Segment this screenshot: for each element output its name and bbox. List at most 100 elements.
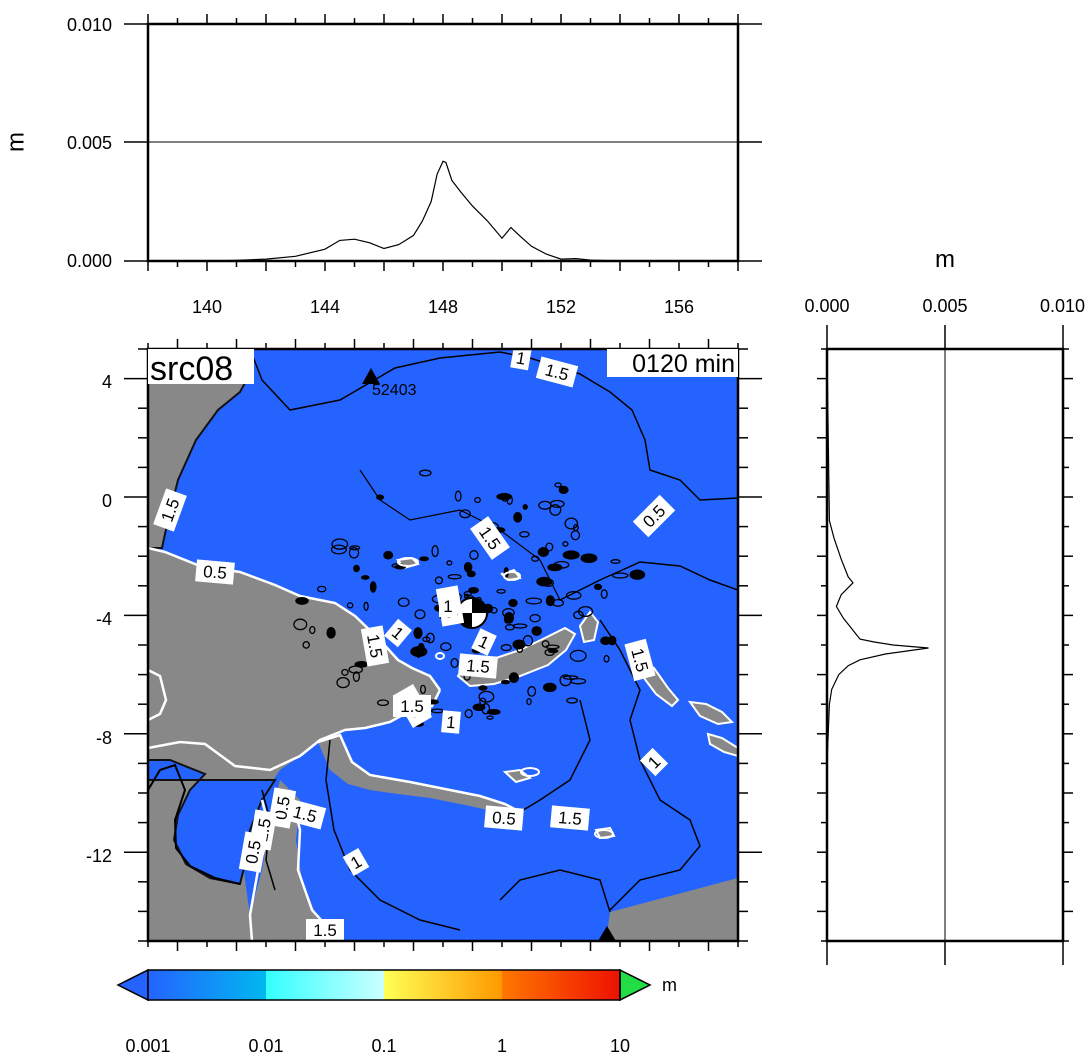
contour-speckle bbox=[549, 504, 562, 516]
contour-speckle bbox=[545, 595, 555, 607]
contour-white-oval bbox=[435, 652, 445, 660]
contour-speckle bbox=[603, 654, 610, 663]
island-bougainville bbox=[578, 610, 600, 644]
contour-speckle bbox=[341, 668, 349, 676]
contour-speckle bbox=[326, 626, 336, 639]
colorbar-frame bbox=[147, 969, 621, 1001]
contour-speckle bbox=[353, 564, 360, 573]
contour-label: 1.5 bbox=[550, 805, 590, 831]
contour-speckle bbox=[425, 632, 435, 644]
colorbar-segment bbox=[502, 970, 620, 1000]
svg-text:0.5: 0.5 bbox=[202, 562, 227, 583]
contour-speckle bbox=[542, 682, 557, 693]
colorbar: m 0.001 0.01 0.1 1 10 bbox=[116, 968, 677, 1056]
svg-text:1: 1 bbox=[443, 597, 452, 616]
contour-speckle bbox=[336, 676, 350, 689]
contour-black-coral bbox=[325, 739, 461, 931]
contour-speckle bbox=[293, 618, 308, 631]
contour-label: 1.5 bbox=[458, 653, 498, 679]
contour-speckle bbox=[349, 545, 361, 551]
top-ytick-label: 0.005 bbox=[67, 133, 112, 153]
contour-speckle bbox=[508, 598, 518, 608]
svg-text:1.5: 1.5 bbox=[363, 633, 386, 660]
top-xtick-label: 148 bbox=[428, 297, 458, 317]
island-solomons-south bbox=[687, 700, 735, 726]
top-xtick-label: 156 bbox=[664, 297, 694, 317]
contour-speckle bbox=[478, 685, 488, 691]
island-small-south bbox=[502, 768, 533, 784]
right-profile-xlabel: m bbox=[935, 246, 955, 273]
contour-speckle bbox=[360, 575, 370, 580]
contour-speckle bbox=[486, 709, 501, 715]
contour-label: 1 bbox=[384, 618, 412, 648]
contour-speckle bbox=[459, 509, 471, 519]
right-profile-panel: m 0.000 0.005 0.010 bbox=[804, 246, 1085, 965]
contour-speckle bbox=[348, 665, 364, 674]
contour-speckle bbox=[369, 581, 377, 593]
contour-speckle bbox=[376, 699, 390, 707]
right-xtick-label: 0.005 bbox=[922, 296, 967, 316]
title-box bbox=[148, 349, 254, 384]
contour-speckle bbox=[566, 697, 578, 704]
map-lat-label: 0 bbox=[102, 491, 112, 511]
contour-speckle bbox=[446, 560, 453, 566]
contour-speckle bbox=[397, 597, 410, 608]
contour-speckle bbox=[419, 684, 427, 695]
contour-black-south bbox=[499, 869, 611, 913]
contour-speckle bbox=[564, 517, 579, 530]
map-title: src08 bbox=[150, 350, 233, 388]
contour-speckle bbox=[464, 708, 473, 719]
contour-speckle bbox=[472, 703, 486, 712]
svg-text:1: 1 bbox=[515, 348, 528, 368]
contour-speckle bbox=[544, 648, 555, 657]
station-triangle bbox=[362, 368, 380, 384]
contour-speckle bbox=[558, 485, 569, 495]
colorbar-tick-label: 0.001 bbox=[125, 1036, 170, 1056]
contour-speckle bbox=[413, 627, 423, 639]
contour-speckle bbox=[554, 482, 562, 488]
contour-speckle bbox=[414, 609, 426, 620]
contour-speckle bbox=[352, 671, 361, 682]
contour-speckle bbox=[501, 608, 515, 618]
contour-speckle bbox=[422, 636, 431, 643]
svg-text:0.5: 0.5 bbox=[491, 808, 516, 829]
land-south-east bbox=[606, 878, 738, 941]
contour-speckle bbox=[562, 541, 569, 547]
contour-label: 1.5 bbox=[306, 919, 344, 941]
contour-speckle bbox=[469, 550, 479, 560]
right-profile-frame bbox=[825, 347, 1065, 943]
contour-speckle bbox=[525, 597, 543, 605]
contour-speckle bbox=[295, 596, 309, 605]
contour-speckle bbox=[383, 550, 394, 560]
colorbar-tick-label: 0.1 bbox=[371, 1036, 396, 1056]
contour-speckle bbox=[629, 569, 646, 580]
contour-white-oval bbox=[594, 829, 614, 839]
contour-speckle bbox=[496, 588, 506, 594]
contour-speckle bbox=[419, 556, 429, 562]
contour-speckle bbox=[529, 613, 541, 623]
contour-black-east bbox=[559, 561, 738, 601]
contour-speckle bbox=[309, 625, 316, 635]
top-ytick-label: 0.000 bbox=[67, 251, 112, 271]
contour-speckle bbox=[474, 496, 481, 504]
contour-labels: 11.51.50.51.50.511.51.511.50.511.511.50.… bbox=[153, 348, 676, 941]
contour-speckle bbox=[570, 530, 581, 541]
contour-speckle bbox=[600, 589, 608, 599]
contour-label: 1 bbox=[471, 628, 497, 656]
map-frame bbox=[146, 347, 740, 943]
contour-speckle bbox=[410, 646, 428, 658]
contour-black-gulf bbox=[148, 763, 241, 885]
contour-speckle bbox=[490, 606, 498, 614]
contour-speckle bbox=[545, 542, 554, 552]
contour-speckle bbox=[316, 585, 327, 593]
contour-speckle bbox=[463, 562, 473, 573]
contour-white-oval bbox=[503, 571, 521, 581]
colorbar-tick-label: 1 bbox=[497, 1036, 507, 1056]
contour-speckle bbox=[496, 493, 513, 501]
contour-white-peninsula bbox=[317, 733, 521, 814]
contour-label: 1 bbox=[441, 710, 461, 734]
contour-label: 1.5 bbox=[535, 356, 579, 388]
contour-speckle bbox=[363, 601, 369, 611]
top-profile-panel: m 0.010 0.005 0.000 140 144 148 152 156 bbox=[2, 14, 762, 317]
